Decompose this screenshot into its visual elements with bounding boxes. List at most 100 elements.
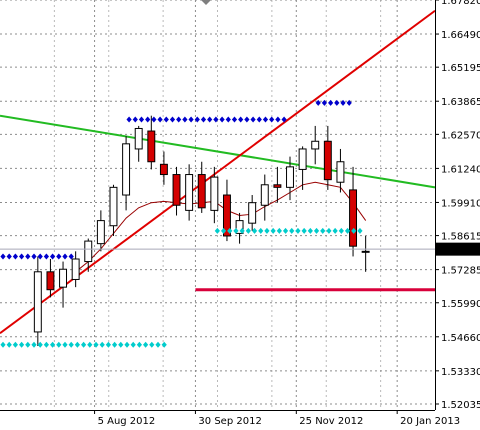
candlestick: [172, 166, 181, 216]
grid-lines: [0, 0, 435, 410]
dot-marker: [43, 253, 49, 260]
dot-marker: [244, 116, 250, 123]
candle-body-bull: [248, 202, 257, 224]
candlestick: [222, 179, 231, 242]
dot-marker: [275, 116, 281, 123]
dot-marker: [357, 227, 363, 234]
candle-body-bear: [159, 163, 168, 176]
y-tick-label: 1.61240: [441, 164, 480, 175]
dot-marker: [124, 341, 130, 348]
dot-marker: [351, 227, 357, 234]
y-tick-label: 1.54660: [441, 333, 480, 344]
current-price-badge: [436, 242, 480, 256]
dot-marker: [56, 341, 62, 348]
dot-marker: [227, 227, 233, 234]
dot-marker: [161, 341, 167, 348]
candlestick: [349, 166, 358, 257]
dot-marker: [338, 227, 344, 234]
dot-marker: [155, 341, 161, 348]
dot-marker: [81, 341, 87, 348]
candlestick: [235, 212, 244, 244]
x-tick-label: 30 Sep 2012: [198, 416, 261, 427]
dot-marker: [138, 116, 145, 123]
candle-body-bull: [33, 271, 42, 333]
dot-marker: [136, 341, 142, 348]
y-tick-label: 1.55990: [441, 299, 480, 310]
candle-body-bear: [273, 184, 282, 188]
x-tick-label: 5 Aug 2012: [98, 416, 156, 427]
dot-marker: [320, 227, 326, 234]
candlestick: [210, 166, 219, 224]
candle-body-bear: [147, 130, 156, 163]
candlestick: [323, 125, 332, 190]
dot-marker: [6, 341, 12, 348]
dot-marker: [25, 253, 31, 260]
dot-marker: [213, 116, 219, 123]
candlestick: [298, 146, 307, 190]
dot-marker: [50, 253, 56, 260]
dot-marker: [151, 116, 157, 123]
dot-marker: [346, 99, 352, 106]
y-tick-label: 1.63865: [441, 97, 480, 108]
x-tick-label: 25 Nov 2012: [299, 416, 363, 427]
candle-body-bear: [172, 174, 181, 206]
dot-marker: [31, 253, 37, 260]
dot-marker: [6, 253, 12, 260]
dot-marker: [149, 341, 155, 348]
candlestick: [185, 164, 194, 221]
y-tick-label: 1.62570: [441, 130, 480, 141]
y-tick-label: 1.65195: [441, 63, 480, 74]
candlestick: [84, 238, 93, 272]
dot-marker: [289, 227, 295, 234]
chart-shift-marker-icon[interactable]: [201, 0, 211, 5]
tick-labels: 1.67820 1.66490 1.65195 1.63865 1.62570 1.612…: [98, 0, 480, 427]
candlestick: [147, 115, 156, 170]
candle-body-bull: [235, 220, 244, 234]
y-tick-label: 1.66490: [441, 30, 480, 41]
dot-row-low: [0, 341, 167, 348]
dot-marker: [25, 341, 31, 348]
candle-body-bull: [298, 148, 307, 170]
candlestick: [71, 251, 80, 288]
candlestick: [336, 148, 345, 193]
candle-body-bull: [84, 240, 93, 263]
dot-marker: [233, 227, 239, 234]
dot-marker: [326, 227, 332, 234]
candle-body-bull: [59, 268, 68, 288]
y-tick-label: 1.67820: [441, 0, 480, 7]
y-tick-label: 1.53330: [441, 367, 480, 378]
candle-body-bull: [286, 166, 294, 188]
x-tick-label: 20 Jan 2013: [400, 416, 460, 427]
dot-marker: [340, 99, 346, 106]
dot-marker: [145, 116, 151, 123]
candlestick: [159, 151, 168, 185]
dot-marker: [276, 227, 282, 234]
candlestick: [109, 184, 118, 236]
dot-marker: [219, 116, 225, 123]
dot-marker: [93, 341, 99, 348]
dot-marker: [238, 116, 244, 123]
dot-marker: [194, 116, 200, 123]
candle-body-bull: [109, 186, 118, 227]
candle-body-bull: [185, 174, 194, 211]
dot-marker: [56, 253, 62, 260]
candle-body-bear: [349, 189, 358, 247]
dot-marker: [112, 341, 118, 348]
dot-markers: [0, 99, 363, 348]
candlestick: [260, 174, 269, 221]
candle-body-bull: [361, 250, 370, 253]
resistance-trendline: [0, 114, 436, 189]
candle-body-bull: [134, 127, 143, 150]
candle-body-bull: [71, 258, 80, 280]
dot-marker: [176, 116, 182, 123]
dot-marker: [200, 116, 207, 123]
dot-marker: [282, 227, 289, 234]
dot-marker: [50, 341, 56, 348]
dot-marker: [344, 227, 351, 234]
candle-body-bear: [46, 271, 55, 291]
dot-marker: [105, 341, 111, 348]
dot-marker: [269, 116, 275, 123]
dot-row-high: [0, 253, 74, 260]
candlestick: [46, 259, 55, 298]
